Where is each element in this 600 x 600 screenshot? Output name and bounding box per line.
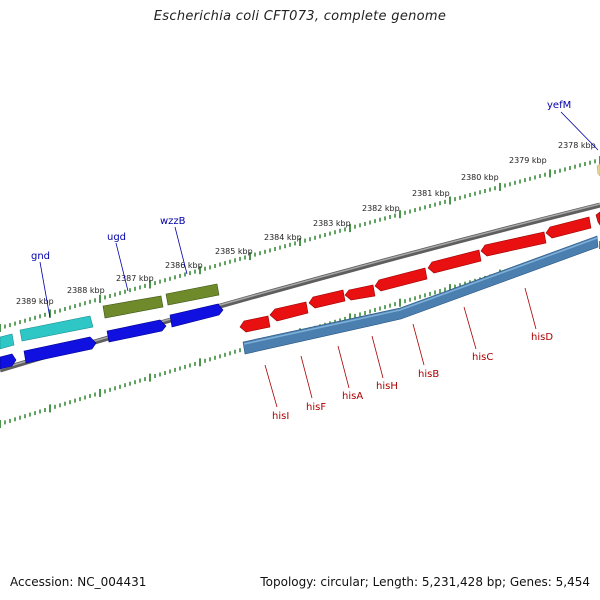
gene-labels-top: yefM wzzB ugd gnd (31, 100, 599, 319)
leader-line (560, 111, 599, 151)
scale-label: 2385 kbp (215, 247, 253, 256)
scale-label: 2389 kbp (16, 297, 54, 306)
steel-region-highlight (243, 237, 598, 345)
leader-line (412, 323, 425, 366)
gene-label-gnd[interactable]: gnd (31, 251, 50, 262)
gene-hisA-arrow[interactable] (308, 289, 346, 309)
accession-label: Accession: NC_004431 (10, 575, 147, 589)
gene-label-hisA[interactable]: hisA (342, 391, 363, 402)
scale-label: 2384 kbp (264, 233, 302, 242)
gene-group-left (0, 283, 224, 370)
gene-blue-2[interactable] (23, 336, 97, 364)
leader-line (39, 261, 51, 319)
scale-ticks-upper (0, 156, 600, 332)
gene-blue-3[interactable] (106, 319, 167, 343)
gene-label-hisD[interactable]: hisD (531, 332, 553, 343)
gene-hisI-arrow[interactable] (239, 315, 271, 333)
gene-label-yefM[interactable]: yefM (547, 100, 571, 111)
scale-label: 2387 kbp (116, 274, 154, 283)
gene-hisF-arrow[interactable] (269, 301, 309, 322)
map-title: Escherichia coli CFT073, complete genome (153, 9, 447, 24)
gene-cyan-1[interactable] (0, 333, 15, 350)
genome-stats-label: Topology: circular; Length: 5,231,428 bp… (260, 575, 590, 589)
leader-line (371, 335, 384, 379)
gene-hisH-arrow[interactable] (344, 284, 376, 301)
gene-label-wzzB[interactable]: wzzB (160, 216, 186, 227)
leader-line (115, 242, 129, 292)
gene-olive-ugd[interactable] (102, 295, 164, 319)
gene-hisC-arrow[interactable] (427, 249, 482, 274)
scale-label: 2382 kbp (362, 204, 400, 213)
gene-red-edge[interactable] (595, 211, 600, 226)
gene-gnd[interactable] (19, 315, 94, 342)
gene-blue-1[interactable] (0, 353, 17, 370)
gene-label-hisH[interactable]: hisH (376, 381, 398, 392)
gene-yefM[interactable] (596, 163, 600, 177)
gene-hisB-arrow[interactable] (374, 267, 428, 292)
leader-line (524, 287, 537, 330)
leader-line (300, 355, 313, 399)
scale-label: 2380 kbp (461, 173, 499, 182)
gene-blue-4[interactable] (169, 303, 224, 328)
scale-label: 2388 kbp (67, 286, 105, 295)
scale-label: 2381 kbp (412, 189, 450, 198)
leader-line (337, 345, 350, 389)
gene-red-partial[interactable] (545, 216, 592, 239)
scale-label: 2378 kbp (558, 141, 596, 150)
gene-label-hisB[interactable]: hisB (418, 369, 439, 380)
leader-line (463, 306, 477, 350)
gene-group-his (239, 211, 600, 333)
scale-label: 2386 kbp (165, 261, 203, 270)
scale-label: 2379 kbp (509, 156, 547, 165)
leader-line (264, 364, 278, 408)
gene-labels-bottom: hisI hisF hisA hisH hisB hisC hisD (264, 287, 553, 422)
gene-hisD-arrow[interactable] (480, 231, 547, 257)
gene-label-hisI[interactable]: hisI (272, 411, 289, 422)
scale-labels: 2378 kbp 2379 kbp 2380 kbp 2381 kbp 2382… (16, 141, 596, 306)
leader-line (174, 226, 188, 275)
gene-olive-wzzB[interactable] (165, 283, 220, 306)
gene-label-hisC[interactable]: hisC (472, 352, 493, 363)
gene-label-ugd[interactable]: ugd (107, 232, 126, 243)
gene-label-hisF[interactable]: hisF (306, 402, 326, 413)
scale-label: 2383 kbp (313, 219, 351, 228)
